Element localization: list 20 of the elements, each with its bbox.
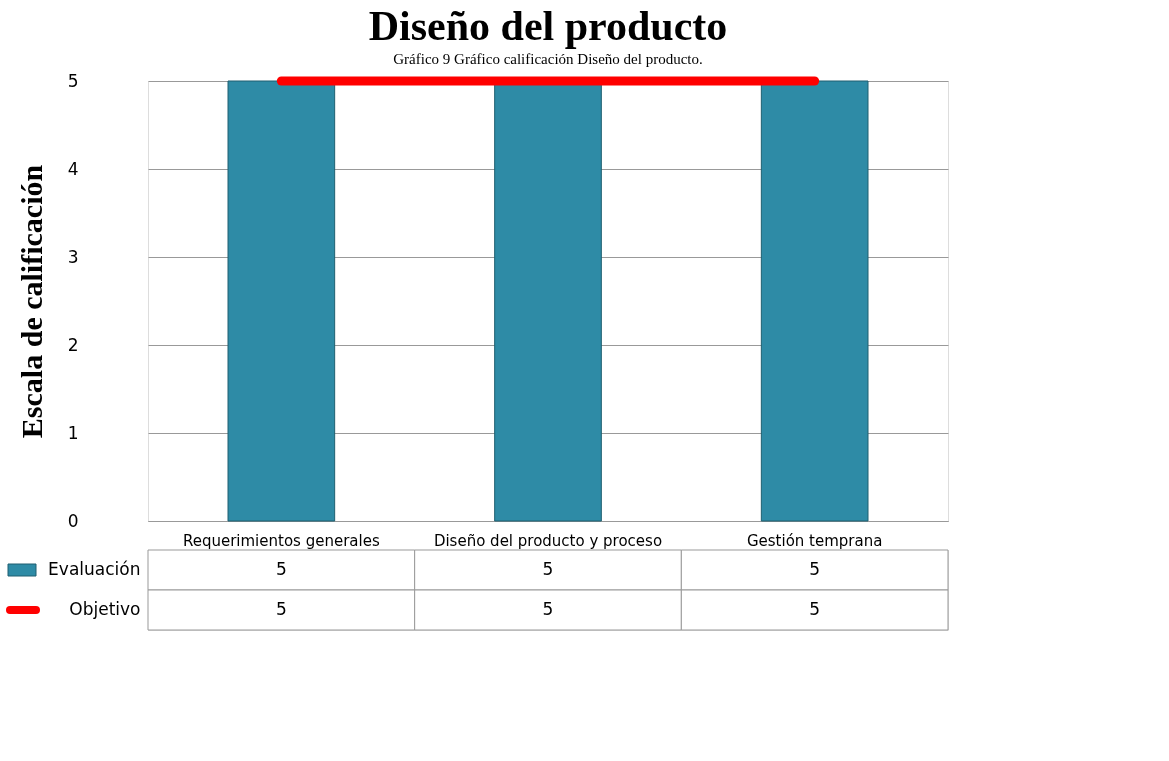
data-label: 5	[542, 599, 554, 619]
y-tick-label: 0	[67, 510, 79, 531]
data-label: 5	[542, 559, 554, 579]
text: Gráfico 9 Gráfico calificación Diseño del producto.	[393, 51, 703, 67]
chart-title: Diseño del producto	[368, 3, 728, 49]
data-label: 5	[275, 559, 287, 579]
data-label: 5	[809, 559, 821, 579]
x-tick-label: Gestión temprana	[746, 531, 883, 550]
data-label: 5	[809, 599, 821, 619]
y-tick-label: 2	[67, 334, 79, 355]
x-tick-label: Requerimientos generales	[182, 531, 380, 550]
y-tick-label: 1	[67, 422, 79, 443]
x-tick-label: Diseño del producto y proceso	[433, 531, 663, 550]
y-tick-label: 4	[67, 158, 79, 179]
legend-label: Objetivo	[69, 599, 141, 619]
y-axis-title: Escala de calificación	[14, 164, 48, 439]
data-label: 5	[275, 599, 287, 619]
legend-label: Evaluación	[48, 559, 141, 579]
y-tick-label: 5	[67, 70, 79, 91]
y-tick-label: 3	[67, 246, 79, 267]
